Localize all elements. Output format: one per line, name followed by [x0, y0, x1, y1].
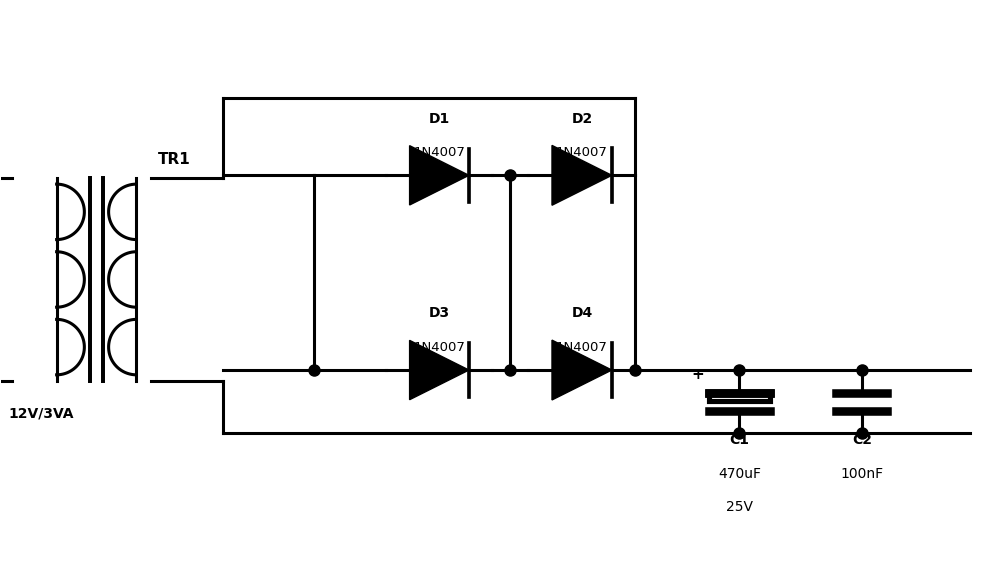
Text: 100nF: 100nF [840, 467, 883, 481]
Text: 1N4007: 1N4007 [556, 146, 607, 159]
Polygon shape [552, 145, 611, 205]
Text: D3: D3 [429, 306, 450, 320]
Polygon shape [410, 145, 469, 205]
Text: 25V: 25V [726, 500, 753, 515]
Text: 470uF: 470uF [718, 467, 761, 481]
Text: 1N4007: 1N4007 [414, 341, 466, 354]
Text: +: + [691, 367, 704, 382]
Text: 1N4007: 1N4007 [414, 146, 466, 159]
Text: TR1: TR1 [158, 152, 191, 167]
Text: 1N4007: 1N4007 [556, 341, 607, 354]
Text: D1: D1 [429, 111, 450, 126]
Text: C1: C1 [729, 433, 749, 448]
Polygon shape [708, 392, 770, 401]
Text: C2: C2 [852, 433, 872, 448]
Polygon shape [410, 340, 469, 400]
Polygon shape [552, 340, 611, 400]
Text: D4: D4 [571, 306, 592, 320]
Text: D2: D2 [571, 111, 592, 126]
Text: 12V/3VA: 12V/3VA [9, 406, 74, 420]
